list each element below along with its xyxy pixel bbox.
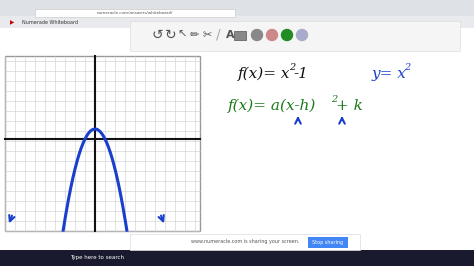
Bar — [0, 250, 474, 266]
Text: ▶: ▶ — [10, 20, 14, 26]
Bar — [308, 237, 348, 248]
Text: 2: 2 — [404, 64, 410, 73]
Bar — [0, 16, 474, 28]
Circle shape — [297, 30, 308, 40]
Text: f(x)= a(x-h): f(x)= a(x-h) — [228, 99, 316, 113]
Text: Stop sharing: Stop sharing — [312, 240, 344, 245]
Text: 2: 2 — [331, 95, 337, 105]
Bar — [0, 0, 474, 18]
Text: Numerade Whiteboard: Numerade Whiteboard — [22, 20, 78, 26]
Text: + k: + k — [336, 99, 363, 113]
Text: 2: 2 — [289, 64, 295, 73]
Text: -1: -1 — [293, 67, 308, 81]
Text: f(x)= x: f(x)= x — [238, 67, 291, 81]
Circle shape — [266, 30, 277, 40]
Text: www.numeracle.com is sharing your screen.: www.numeracle.com is sharing your screen… — [191, 239, 299, 244]
Bar — [5, 56, 200, 231]
Text: ✏: ✏ — [190, 30, 200, 40]
Bar — [0, 16, 474, 250]
Text: Type here to search: Type here to search — [70, 256, 124, 260]
Circle shape — [282, 30, 292, 40]
Bar — [35, 9, 235, 16]
Bar — [234, 31, 246, 40]
Text: A: A — [226, 30, 235, 40]
Bar — [130, 21, 460, 51]
Bar — [130, 234, 360, 250]
Text: /: / — [216, 28, 220, 42]
Text: y= x: y= x — [372, 67, 407, 81]
Text: numeracle.com/answers/whiteboard/: numeracle.com/answers/whiteboard/ — [97, 10, 173, 15]
Text: ↻: ↻ — [165, 28, 177, 42]
Text: ↖: ↖ — [177, 30, 186, 40]
Circle shape — [252, 30, 263, 40]
Text: ✂: ✂ — [203, 30, 212, 40]
Text: ↺: ↺ — [152, 28, 164, 42]
